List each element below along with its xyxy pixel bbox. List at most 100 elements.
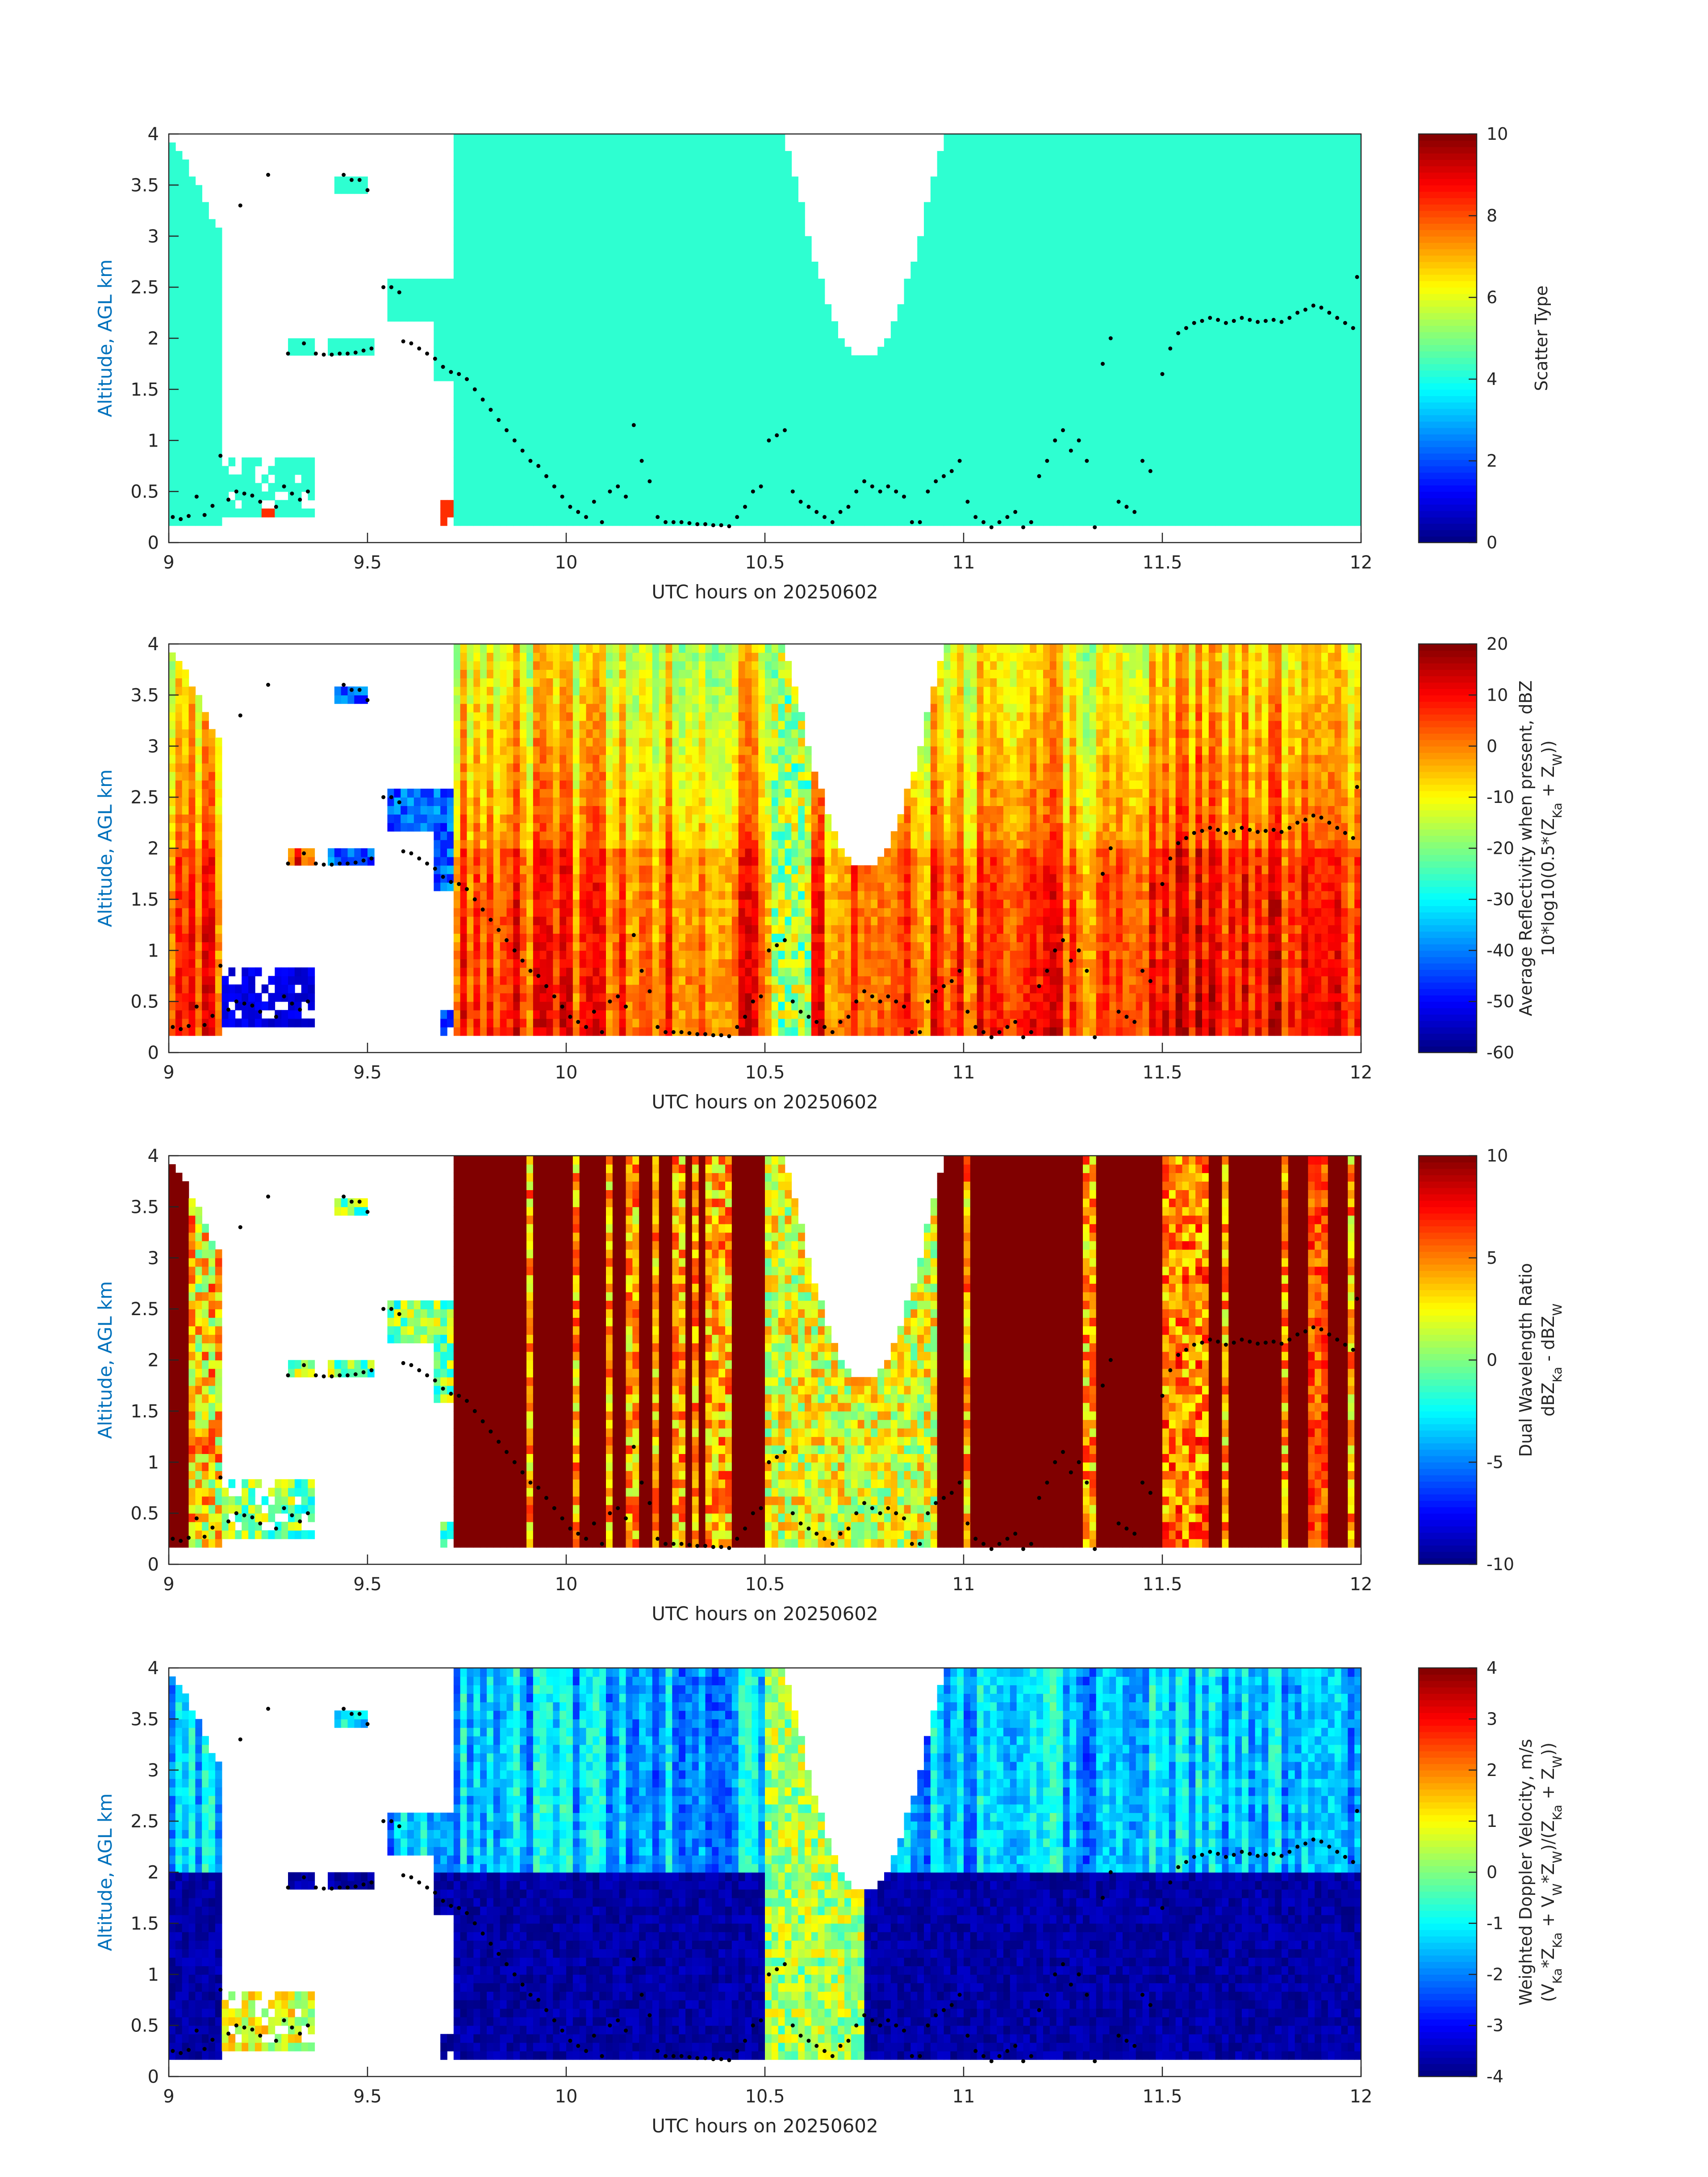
heatmap-cell [539,134,547,143]
heatmap-cell [944,440,951,450]
heatmap-cell [752,279,759,288]
heatmap-cell [679,202,686,211]
heatmap-cell [1142,500,1150,509]
heatmap-cell [566,176,573,186]
heatmap-cell [526,466,534,475]
heatmap-cell [705,423,713,432]
heatmap-cell [698,347,706,356]
heatmap-cell [758,134,765,143]
heatmap-cell [964,304,971,313]
heatmap-cell [460,134,468,143]
heatmap-cell [1149,338,1156,347]
heatmap-cell [1003,151,1011,160]
heatmap-cell [937,185,944,194]
heatmap-cell [997,474,1004,484]
heatmap-cell [539,415,547,424]
heatmap-cell [553,347,560,356]
heatmap-cell [1056,227,1064,237]
heatmap-cell [1043,270,1050,279]
heatmap-cell [745,449,752,458]
heatmap-cell [1136,270,1143,279]
heatmap-cell [1149,296,1156,305]
heatmap-cell [871,415,878,424]
heatmap-cell [698,219,706,228]
heatmap-cell [811,500,819,509]
heatmap-cell [500,347,507,356]
heatmap-cell [553,193,560,203]
heatmap-cell [791,500,798,509]
heatmap-cell [970,423,977,432]
heatmap-cell [725,415,732,424]
heatmap-cell [473,355,480,364]
heatmap-cell [731,440,739,450]
heatmap-cell [1136,185,1143,194]
heatmap-cell [1076,491,1083,501]
heatmap-cell [1136,364,1143,373]
heatmap-cell [758,397,765,407]
heatmap-cell [1069,347,1077,356]
heatmap-cell [175,287,183,296]
heatmap-cell [705,440,713,450]
heatmap-cell [1030,423,1037,432]
heatmap-cell [473,151,480,160]
heatmap-cell [672,202,679,211]
heatmap-cell [871,406,878,415]
heatmap-cell [1129,423,1136,432]
heatmap-cell [1083,449,1090,458]
heatmap-cell [182,491,189,501]
heatmap-cell [924,347,931,356]
heatmap-cell [705,355,713,364]
heatmap-cell [904,432,911,441]
heatmap-cell [824,389,832,398]
heatmap-cell [546,236,554,245]
heatmap-cell [513,440,520,450]
heatmap-cell [844,483,852,492]
heatmap-cell [831,432,838,441]
heatmap-cell [1036,159,1044,169]
heatmap-cell [480,380,487,390]
heatmap-cell [453,202,461,211]
heatmap-cell [546,244,554,254]
heatmap-cell [202,279,209,288]
heatmap-cell [586,491,593,501]
heatmap-cell [930,415,938,424]
heatmap-cell [877,491,885,501]
heatmap-cell [487,279,494,288]
heatmap-cell [453,423,461,432]
heatmap-cell [679,397,686,407]
heatmap-cell [626,364,633,373]
heatmap-cell [725,304,732,313]
heatmap-cell [857,440,865,450]
heatmap-cell [652,244,660,254]
heatmap-cell [811,423,819,432]
heatmap-cell [970,415,977,424]
heatmap-cell [712,193,719,203]
heatmap-cell [500,355,507,364]
heatmap-cell [1003,142,1011,151]
heatmap-cell [964,338,971,347]
heatmap-cell [639,491,646,501]
heatmap-cell [950,500,957,509]
heatmap-cell [1123,313,1130,322]
heatmap-cell [791,406,798,415]
heatmap-cell [467,296,474,305]
heatmap-cell [857,432,865,441]
heatmap-cell [473,168,480,177]
heatmap-cell [1023,185,1031,194]
heatmap-cell [281,508,288,518]
heatmap-cell [731,168,739,177]
heatmap-cell [473,236,480,245]
heatmap-cell [572,253,580,262]
heatmap-cell [506,193,514,203]
heatmap-cell [453,330,461,339]
heatmap-cell [308,338,315,347]
heatmap-cell [1142,397,1150,407]
heatmap-cell [970,432,977,441]
heatmap-cell [1063,355,1070,364]
heatmap-cell [765,304,772,313]
heatmap-cell [1076,508,1083,518]
heatmap-cell [188,244,196,254]
heatmap-cell [460,440,468,450]
heatmap-cell [824,517,832,526]
heatmap-cell [235,508,242,518]
